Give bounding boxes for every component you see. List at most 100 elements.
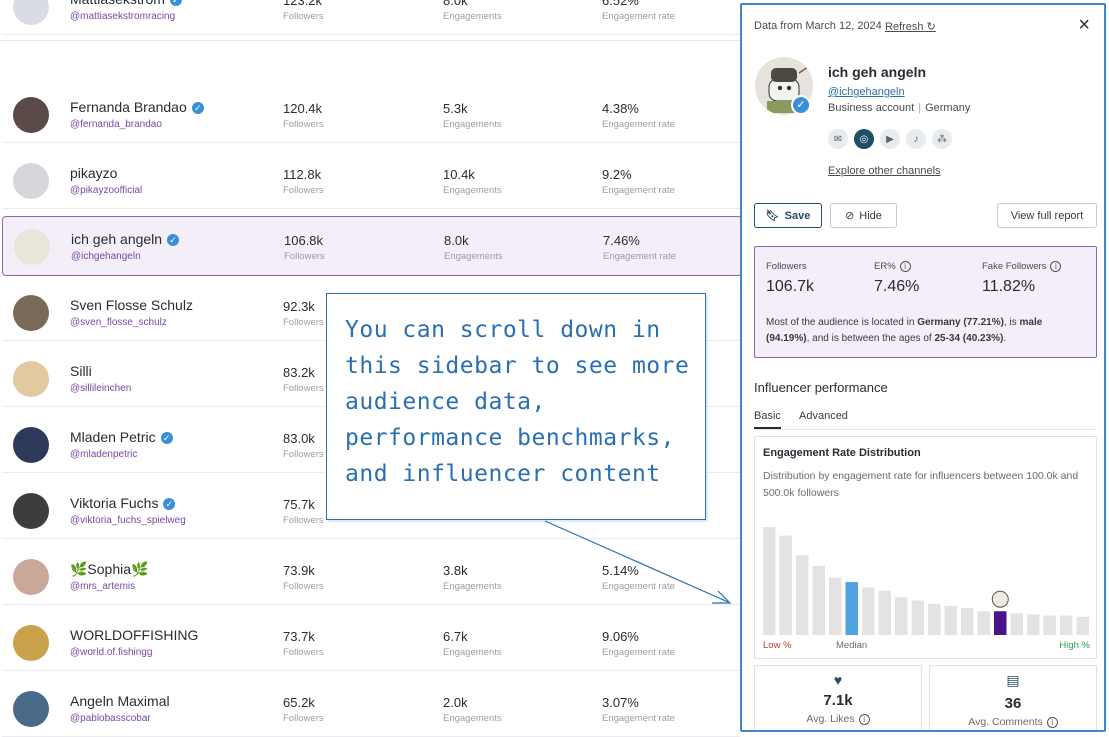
chart-bar[interactable] (944, 605, 958, 635)
engagement-distribution-card: Engagement Rate Distribution Distributio… (754, 436, 1097, 659)
card-title: Engagement Rate Distribution (763, 447, 921, 459)
influencer-list: Mattiasekstrom✓ @mattiasekstromracing 123.… (0, 0, 740, 737)
chart-bar[interactable] (895, 597, 908, 635)
audience-summary: Most of the audience is located in Germa… (766, 317, 1043, 344)
influencer-name: Mladen Petric ✓ (70, 429, 173, 445)
tab-advanced[interactable]: Advanced (799, 410, 848, 422)
save-button[interactable]: 🔖︎ Save (754, 203, 822, 228)
engagement-rate-cell: 9.06% Engagement rate (602, 629, 675, 658)
chart-bar[interactable] (1010, 613, 1024, 635)
account-type: Business account (828, 102, 915, 114)
chart-bar-median[interactable] (845, 582, 859, 635)
influencer-handle: @mladenpetric (70, 449, 138, 460)
performance-title: Influencer performance (754, 380, 888, 395)
table-row[interactable]: ich geh angeln ✓ @ichgehangeln 106.8k Follow… (2, 216, 740, 276)
heart-icon: ♥ (833, 672, 843, 688)
influencer-handle: @sillileinchen (70, 383, 132, 394)
followers-cell: 73.7k Followers (283, 629, 324, 658)
table-row[interactable]: pikayzo @pikayzoofficial 112.8k Followers 10… (2, 151, 740, 209)
influencer-name: pikayzo (70, 165, 118, 181)
other-channel-icon[interactable]: ⁂ (932, 129, 952, 149)
avg-likes-card: ♥ 7.1k Avg. Likes i (754, 665, 922, 730)
chart-bar[interactable] (1060, 615, 1073, 635)
view-full-report-button[interactable]: View full report (997, 203, 1097, 228)
tab-divider (754, 429, 1097, 430)
engagements-cell: 8.0k Engagements (443, 0, 502, 22)
tiktok-icon[interactable]: ♪ (906, 129, 926, 149)
info-icon[interactable]: i (1046, 717, 1058, 728)
info-icon[interactable]: i (1050, 261, 1062, 272)
chart-bar[interactable] (779, 535, 793, 635)
influencer-name: Silli (70, 363, 92, 379)
chart-bar[interactable] (1076, 616, 1090, 635)
engagement-rate-cell: 5.14% Engagement rate (602, 563, 675, 592)
explore-channels-link[interactable]: Explore other channels (828, 165, 941, 177)
verified-icon: ✓ (169, 0, 182, 6)
chart-bar-current[interactable] (994, 611, 1007, 635)
table-row[interactable]: Mattiasekstrom✓ @mattiasekstromracing 123.… (2, 0, 740, 35)
verified-icon: ✓ (163, 498, 176, 510)
info-icon[interactable]: i (899, 261, 911, 272)
stat-followers: Followers 106.7k (766, 261, 815, 295)
table-row[interactable]: 🌿Sophia🌿 @mrs_artemis 73.9k Followers 3.8k En… (2, 547, 740, 605)
followers-cell: 123.2k Followers (283, 0, 324, 22)
stat-fake-followers: Fake Followers i 11.82% (982, 261, 1062, 296)
avatar (13, 0, 49, 25)
chart-bar[interactable] (796, 555, 809, 635)
hide-button[interactable]: ⊘ Hide (830, 203, 897, 228)
callout-text: You can scroll down in this sidebar to s… (345, 317, 690, 487)
verified-icon: ✓ (160, 432, 173, 444)
chart-bar[interactable] (928, 603, 941, 635)
chart-median-label: Median (836, 640, 868, 651)
verified-icon: ✓ (167, 234, 180, 246)
chart-low-label: Low % (763, 640, 792, 651)
chart-bar[interactable] (763, 527, 776, 635)
avatar (14, 229, 50, 265)
chart-bar[interactable] (878, 590, 892, 635)
eye-slash-icon: ⊘ (845, 210, 855, 222)
influencer-name: Angeln Maximal (70, 693, 170, 709)
chart-bar[interactable] (1027, 614, 1040, 635)
influencer-handle: @world.of.fishingg (70, 647, 153, 658)
table-row[interactable]: Angeln Maximal @pablobasscobar 65.2k Follow… (2, 679, 740, 737)
influencer-name: Viktoria Fuchs ✓ (70, 495, 176, 511)
engagements-cell: 3.8k Engagements (443, 563, 502, 592)
followers-cell: 73.9k Followers (283, 563, 324, 592)
followers-cell: 112.8k Followers (283, 167, 324, 196)
influencer-handle: @mattiasekstromracing (70, 11, 176, 22)
influencer-handle: @ichgehangeln (71, 251, 141, 262)
chart-bar[interactable] (862, 587, 875, 635)
email-icon[interactable]: ✉ (828, 129, 848, 149)
avatar (13, 163, 49, 199)
influencer-name: WORLDOFFISHING (70, 627, 199, 643)
tutorial-callout: You can scroll down in this sidebar to s… (326, 293, 706, 520)
followers-cell: 106.8k Followers (284, 233, 325, 262)
avatar (13, 559, 49, 595)
verified-icon: ✓ (191, 102, 204, 114)
avatar (755, 57, 813, 115)
data-date: Data from March 12, 2024 (754, 20, 882, 32)
followers-cell: 83.0k Followers (283, 431, 324, 460)
instagram-icon[interactable]: ◎ (854, 129, 874, 149)
info-icon[interactable]: i (858, 714, 870, 725)
tab-basic[interactable]: Basic (754, 410, 781, 429)
card-description: Distribution by engagement rate for infl… (763, 470, 1079, 499)
youtube-icon[interactable]: ▶ (880, 129, 900, 149)
close-icon[interactable]: × (1078, 14, 1090, 36)
engagements-cell: 5.3k Engagements (443, 101, 502, 130)
chart-bar[interactable] (961, 608, 974, 635)
influencer-sidebar[interactable]: Data from March 12, 2024 Refresh ↻ × ✓ i… (740, 3, 1106, 732)
refresh-link[interactable]: Refresh ↻ (885, 21, 936, 33)
profile-handle-link[interactable]: @ichgehangeln (828, 86, 905, 98)
channel-icons: ✉ ◎ ▶ ♪ ⁂ (828, 129, 952, 149)
avatar (13, 493, 49, 529)
chart-bar[interactable] (1043, 615, 1057, 635)
chart-bar[interactable] (812, 565, 826, 635)
engagements-cell: 6.7k Engagements (443, 629, 502, 658)
chart-bar[interactable] (977, 611, 991, 635)
table-row[interactable]: WORLDOFFISHING @world.of.fishingg 73.7k Fol… (2, 613, 740, 671)
influencer-name: Sven Flosse Schulz (70, 297, 193, 313)
chart-bar[interactable] (911, 600, 925, 635)
chart-bar[interactable] (829, 577, 842, 635)
table-row[interactable]: Fernanda Brandao ✓ @fernanda_brandao 120.4k… (2, 85, 740, 143)
